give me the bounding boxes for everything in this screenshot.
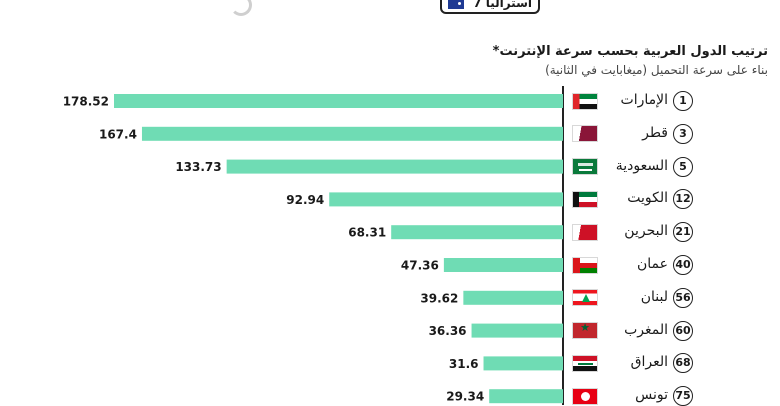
lebanon-flag-icon: [572, 289, 598, 307]
country-name: البحرين: [624, 223, 668, 240]
country-name: الإمارات: [620, 92, 668, 108]
country-legend-box: أستراليا 7: [440, 0, 540, 14]
rank-badge: 60: [673, 320, 693, 341]
rank-badge: 5: [673, 156, 693, 177]
rank-badge: 75: [673, 386, 693, 406]
bar-7: [463, 290, 563, 305]
rank-badge: 40: [673, 255, 693, 275]
morocco-flag-icon: ★: [572, 322, 598, 340]
bar-value-label: 178.52: [63, 95, 109, 109]
uae-flag-icon: [572, 92, 598, 110]
bar-value-label: 167.4: [99, 127, 137, 141]
bar-9: [483, 356, 563, 371]
bar-1: [114, 94, 563, 108]
chart-subtitle: بناء على سرعة التحميل (ميغابايت في الثان…: [545, 63, 768, 77]
bar-value-label: 68.31: [348, 226, 386, 240]
moon-icon: [230, 0, 252, 16]
iraq-flag-icon: [572, 354, 598, 372]
bar-value-label: 31.6: [449, 357, 479, 371]
country-name: العراق: [630, 354, 668, 371]
bar-value-label: 39.62: [420, 291, 458, 305]
country-name: لبنان: [640, 288, 668, 305]
country-name: المغرب: [624, 321, 668, 338]
australia-flag-icon: [448, 0, 464, 9]
tunisia-flag-icon: [572, 387, 598, 405]
qatar-flag-icon: [572, 125, 598, 143]
bar-4: [329, 192, 563, 207]
bar-6: [443, 258, 563, 272]
bar-3: [226, 159, 564, 174]
top-header-fragment: أستراليا 7: [0, 0, 780, 22]
bar-value-label: 92.94: [286, 193, 324, 207]
country-name: عمان: [637, 256, 668, 272]
bar-2: [141, 126, 563, 141]
country-name: السعودية: [615, 157, 668, 174]
bar-10: [489, 389, 563, 404]
kuwait-flag-icon: [572, 190, 598, 208]
bar-value-label: 36.36: [429, 324, 467, 338]
rank-badge: 1: [673, 91, 693, 111]
bar-8: [471, 323, 563, 338]
rank-badge: 68: [673, 353, 693, 374]
bar-value-label: 29.34: [446, 390, 484, 404]
rank-badge: 21: [673, 222, 693, 243]
country-name: الكويت: [627, 190, 668, 207]
country-name: تونس: [635, 387, 668, 404]
rank-badge: 12: [673, 189, 693, 210]
oman-flag-icon: [572, 256, 598, 274]
country-name: قطر: [642, 124, 668, 141]
legend-label: أستراليا 7: [473, 0, 532, 10]
bar-value-label: 133.73: [175, 160, 221, 174]
rank-badge: 56: [673, 287, 693, 308]
bahrain-flag-icon: [572, 223, 598, 241]
bar-value-label: 47.36: [401, 259, 439, 273]
rank-badge: 3: [673, 123, 693, 144]
bar-5: [391, 225, 563, 240]
saudi-flag-icon: [572, 158, 598, 176]
chart-title: ترتيب الدول العربية بحسب سرعة الإنترنت*: [492, 44, 768, 59]
